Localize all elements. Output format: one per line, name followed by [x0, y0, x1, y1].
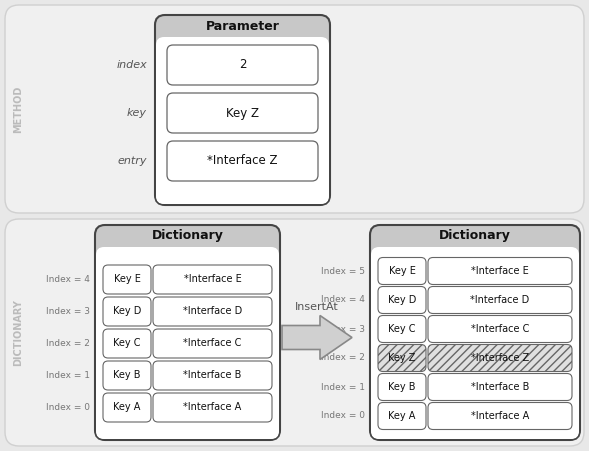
Text: Dictionary: Dictionary [151, 230, 223, 243]
FancyBboxPatch shape [153, 361, 272, 390]
FancyBboxPatch shape [155, 15, 330, 205]
FancyBboxPatch shape [167, 45, 318, 85]
FancyBboxPatch shape [103, 393, 151, 422]
FancyBboxPatch shape [428, 316, 572, 342]
Text: index: index [116, 60, 147, 70]
FancyBboxPatch shape [156, 37, 329, 204]
FancyBboxPatch shape [378, 402, 426, 429]
Text: *Interface D: *Interface D [471, 295, 530, 305]
FancyBboxPatch shape [153, 393, 272, 422]
Text: *Interface C: *Interface C [471, 324, 529, 334]
Text: Index = 2: Index = 2 [46, 339, 90, 348]
Text: Key B: Key B [388, 382, 416, 392]
FancyBboxPatch shape [103, 265, 151, 294]
FancyBboxPatch shape [428, 345, 572, 372]
Text: InsertAt: InsertAt [295, 303, 339, 313]
Text: *Interface E: *Interface E [184, 275, 241, 285]
FancyBboxPatch shape [370, 225, 580, 440]
Text: Index = 1: Index = 1 [321, 382, 365, 391]
Text: Key Z: Key Z [226, 106, 259, 120]
Text: *Interface B: *Interface B [471, 382, 529, 392]
FancyBboxPatch shape [103, 297, 151, 326]
FancyBboxPatch shape [378, 286, 426, 313]
Text: Index = 1: Index = 1 [46, 371, 90, 380]
Text: Key E: Key E [389, 266, 415, 276]
Text: Index = 4: Index = 4 [46, 275, 90, 284]
FancyBboxPatch shape [5, 5, 584, 213]
Text: Key A: Key A [388, 411, 416, 421]
Text: Key E: Key E [114, 275, 140, 285]
Text: key: key [127, 108, 147, 118]
Text: *Interface Z: *Interface Z [207, 155, 278, 167]
Text: *Interface D: *Interface D [183, 307, 242, 317]
FancyBboxPatch shape [428, 258, 572, 285]
FancyBboxPatch shape [167, 93, 318, 133]
FancyBboxPatch shape [428, 373, 572, 400]
FancyBboxPatch shape [428, 286, 572, 313]
Text: METHOD: METHOD [13, 85, 23, 133]
Text: entry: entry [117, 156, 147, 166]
Text: Key C: Key C [388, 324, 416, 334]
Text: Index = 4: Index = 4 [321, 295, 365, 304]
Text: Index = 0: Index = 0 [321, 411, 365, 420]
Text: Key B: Key B [113, 371, 141, 381]
Text: Key A: Key A [113, 402, 141, 413]
FancyBboxPatch shape [153, 297, 272, 326]
Text: *Interface E: *Interface E [471, 266, 529, 276]
Text: Dictionary: Dictionary [439, 230, 511, 243]
FancyBboxPatch shape [428, 402, 572, 429]
FancyBboxPatch shape [103, 361, 151, 390]
Text: Key D: Key D [388, 295, 416, 305]
Text: DICTIONARY: DICTIONARY [13, 299, 23, 366]
Polygon shape [282, 316, 352, 359]
Text: *Interface Z: *Interface Z [471, 353, 529, 363]
Text: *Interface A: *Interface A [183, 402, 241, 413]
FancyBboxPatch shape [378, 258, 426, 285]
FancyBboxPatch shape [371, 247, 579, 439]
FancyBboxPatch shape [378, 345, 426, 372]
FancyBboxPatch shape [103, 329, 151, 358]
FancyBboxPatch shape [378, 316, 426, 342]
Text: Index = 3: Index = 3 [321, 325, 365, 333]
Text: *Interface B: *Interface B [183, 371, 241, 381]
FancyBboxPatch shape [153, 329, 272, 358]
FancyBboxPatch shape [96, 247, 279, 439]
FancyBboxPatch shape [378, 373, 426, 400]
Text: Key C: Key C [113, 339, 141, 349]
FancyBboxPatch shape [153, 265, 272, 294]
Text: Index = 3: Index = 3 [46, 307, 90, 316]
Text: 2: 2 [239, 59, 246, 72]
Text: Parameter: Parameter [206, 19, 279, 32]
FancyBboxPatch shape [5, 219, 584, 446]
Text: *Interface A: *Interface A [471, 411, 529, 421]
Text: Index = 2: Index = 2 [321, 354, 365, 363]
Text: *Interface C: *Interface C [183, 339, 241, 349]
Text: Key Z: Key Z [388, 353, 416, 363]
FancyBboxPatch shape [95, 225, 280, 440]
FancyBboxPatch shape [167, 141, 318, 181]
Text: Index = 0: Index = 0 [46, 403, 90, 412]
Text: Key D: Key D [113, 307, 141, 317]
Text: Index = 5: Index = 5 [321, 267, 365, 276]
